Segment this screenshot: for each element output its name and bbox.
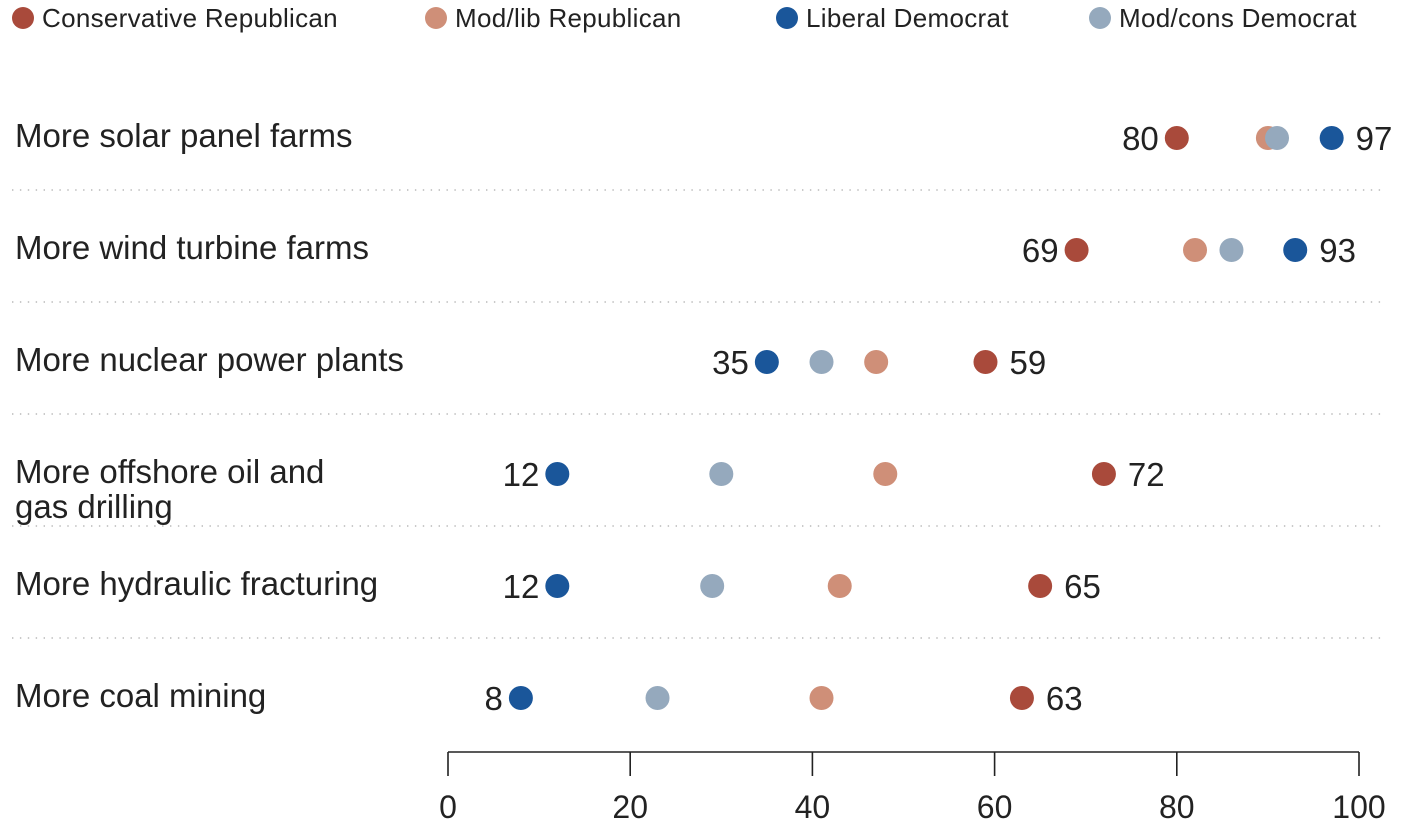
category-row: More coal mining 8 63 — [15, 677, 1083, 717]
x-tick-label: 80 — [1159, 789, 1195, 825]
value-label-low: 12 — [503, 568, 540, 605]
data-point — [809, 686, 834, 710]
data-point — [873, 462, 898, 486]
value-label-high: 93 — [1319, 232, 1356, 269]
legend-label: Liberal Democrat — [806, 2, 1009, 33]
category-row: More nuclear power plants 35 59 — [12, 341, 1385, 415]
value-label-low: 80 — [1122, 120, 1159, 157]
data-point — [1219, 238, 1244, 262]
category-row: More offshore oil and gas drilling 12 72 — [12, 453, 1385, 527]
data-point — [1064, 238, 1089, 262]
value-label-low: 35 — [712, 344, 749, 381]
legend-item: Liberal Democrat — [776, 3, 1009, 33]
data-point — [508, 686, 533, 710]
category-label: More hydraulic fracturing — [15, 565, 378, 602]
data-point — [1283, 238, 1308, 262]
data-point — [1183, 238, 1208, 262]
data-point — [809, 350, 834, 374]
data-point — [545, 462, 570, 486]
data-point — [1164, 126, 1189, 150]
value-label-low: 69 — [1022, 232, 1059, 269]
data-point — [827, 574, 852, 598]
category-label: More coal mining — [15, 677, 266, 714]
category-label-line: More nuclear power plants — [15, 341, 404, 378]
category-label-line: More hydraulic fracturing — [15, 565, 378, 602]
category-label-line: More offshore oil and — [15, 453, 324, 490]
category-row: More hydraulic fracturing 12 65 — [12, 565, 1385, 639]
x-tick-label: 100 — [1332, 789, 1385, 825]
x-tick-label: 0 — [439, 789, 457, 825]
legend-item: Conservative Republican — [12, 3, 338, 33]
category-label: More nuclear power plants — [15, 341, 404, 378]
category-row: More wind turbine farms 69 93 — [12, 229, 1385, 303]
value-label-high: 65 — [1064, 568, 1101, 605]
legend-swatch — [776, 7, 798, 29]
data-point — [1091, 462, 1116, 486]
value-label-high: 59 — [1009, 344, 1046, 381]
legend-label: Mod/lib Republican — [455, 2, 682, 33]
category-row: More solar panel farms 80 97 — [12, 117, 1393, 191]
category-label-line: More coal mining — [15, 677, 266, 714]
data-point — [545, 574, 570, 598]
category-label-line: More solar panel farms — [15, 117, 352, 154]
value-label-low: 8 — [485, 680, 503, 717]
legend-swatch — [425, 7, 447, 29]
data-point — [1319, 126, 1344, 150]
data-point — [1265, 126, 1290, 150]
category-label: More solar panel farms — [15, 117, 352, 154]
legend-item: Mod/cons Democrat — [1089, 3, 1357, 33]
category-label: More wind turbine farms — [15, 229, 369, 266]
legend-label: Mod/cons Democrat — [1119, 2, 1357, 33]
data-point — [709, 462, 734, 486]
data-point — [973, 350, 998, 374]
x-tick-label: 60 — [977, 789, 1013, 825]
data-point — [1028, 574, 1053, 598]
x-axis: 0 20 40 60 80 100 — [439, 751, 1386, 825]
value-label-low: 12 — [503, 456, 540, 493]
data-point — [1009, 686, 1034, 710]
value-label-high: 97 — [1356, 120, 1393, 157]
data-point — [700, 574, 725, 598]
value-label-high: 63 — [1046, 680, 1083, 717]
value-label-high: 72 — [1128, 456, 1165, 493]
legend-label: Conservative Republican — [42, 2, 338, 33]
legend-item: Mod/lib Republican — [425, 3, 682, 33]
x-tick-label: 40 — [795, 789, 831, 825]
legend-swatch — [1089, 7, 1111, 29]
category-label-line: More wind turbine farms — [15, 229, 369, 266]
data-point — [864, 350, 889, 374]
data-point — [645, 686, 670, 710]
category-label: More offshore oil and gas drilling — [15, 453, 324, 525]
data-point — [754, 350, 779, 374]
x-tick-label: 20 — [612, 789, 648, 825]
legend-swatch — [12, 7, 34, 29]
legend: Conservative Republican Mod/lib Republica… — [0, 0, 1414, 40]
category-label-line: gas drilling — [15, 488, 173, 525]
